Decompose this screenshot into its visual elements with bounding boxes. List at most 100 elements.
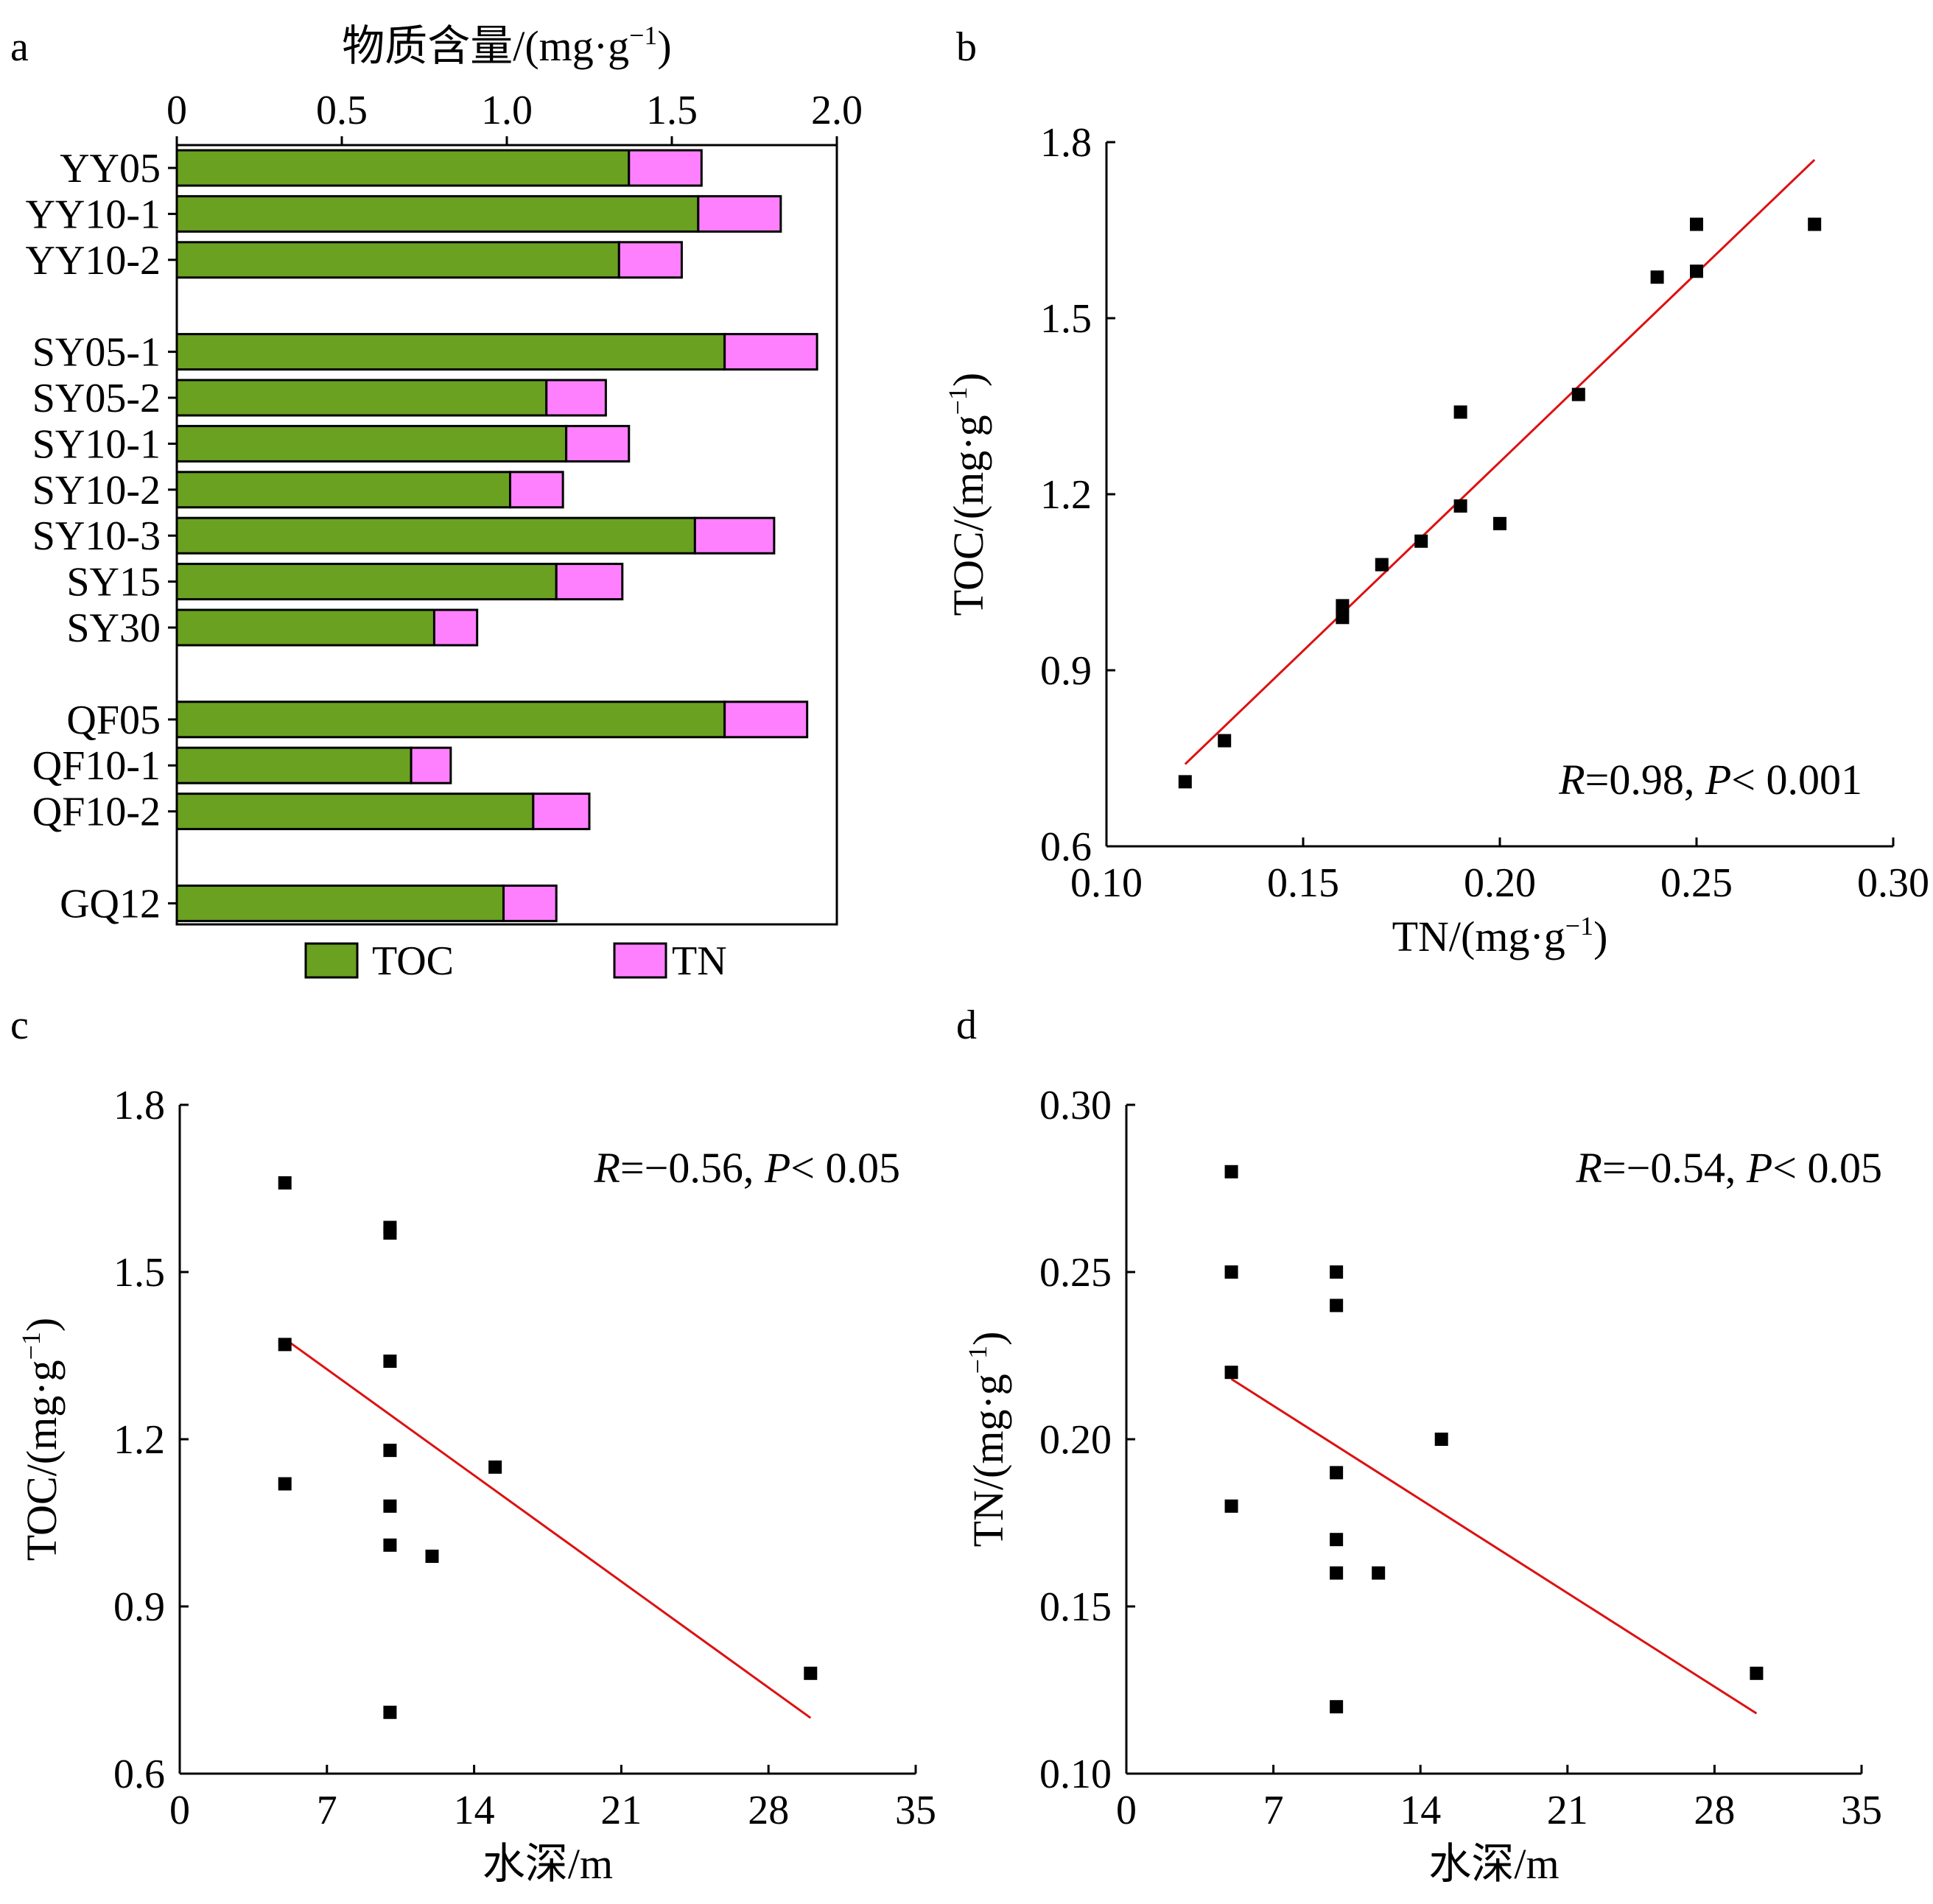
bar-tn-QF10-2 bbox=[532, 793, 591, 831]
bar-tn-SY10-2 bbox=[508, 471, 564, 509]
a-tick-label: 0 bbox=[166, 88, 187, 133]
d-x-tick-label: 28 bbox=[1694, 1788, 1735, 1833]
c-data-point bbox=[383, 1538, 397, 1552]
category-label: QF10-1 bbox=[32, 743, 161, 789]
legend-label-toc: TOC bbox=[372, 938, 454, 984]
c-y-tick-label: 1.5 bbox=[113, 1250, 165, 1296]
bar-toc-YY05 bbox=[175, 149, 631, 187]
bar-toc-YY10-1 bbox=[175, 194, 700, 233]
c-x-tick-label: 35 bbox=[895, 1788, 936, 1833]
d-y-axis-title: TN/(mg·g−1) bbox=[963, 1332, 1012, 1548]
panel-label-d: d bbox=[956, 1002, 977, 1048]
d-data-point bbox=[1372, 1566, 1386, 1580]
d-data-point bbox=[1330, 1466, 1344, 1480]
a-axis-title: 物质含量/(mg·g−1) bbox=[342, 21, 672, 70]
c-y-axis-title: TOC/(mg·g−1) bbox=[16, 1318, 66, 1561]
bar-tn-SY10-1 bbox=[565, 424, 631, 463]
bar-toc-SY05-2 bbox=[175, 379, 548, 417]
bar-tn-YY10-1 bbox=[697, 194, 782, 233]
b-y-tick-label: 1.2 bbox=[1040, 472, 1092, 518]
bar-toc-QF10-1 bbox=[175, 746, 413, 784]
b-x-tick-label: 0.30 bbox=[1857, 860, 1929, 906]
a-tick-label: 0.5 bbox=[316, 88, 368, 133]
bar-toc-QF05 bbox=[175, 700, 726, 739]
bar-tn-SY15 bbox=[555, 563, 624, 601]
legend-swatch-toc bbox=[304, 942, 359, 979]
b-stat-annotation: R=0.98, P< 0.001 bbox=[1558, 756, 1862, 804]
d-data-point bbox=[1224, 1265, 1238, 1279]
b-y-tick-label: 1.5 bbox=[1040, 296, 1092, 342]
c-stat-annotation: R=−0.56, P< 0.05 bbox=[593, 1144, 900, 1192]
b-data-point bbox=[1571, 387, 1585, 401]
b-data-point bbox=[1218, 734, 1232, 748]
bar-toc-SY15 bbox=[175, 563, 558, 601]
category-label: QF05 bbox=[66, 698, 161, 743]
c-data-point bbox=[383, 1444, 397, 1458]
category-label: QF10-2 bbox=[32, 790, 161, 835]
c-data-point bbox=[278, 1176, 292, 1190]
b-x-tick-label: 0.25 bbox=[1660, 860, 1733, 906]
c-x-tick-label: 7 bbox=[317, 1788, 337, 1833]
b-data-point bbox=[1336, 611, 1350, 625]
category-label: YY05 bbox=[60, 146, 161, 192]
b-data-point bbox=[1178, 775, 1192, 789]
bar-toc-SY10-1 bbox=[175, 424, 568, 463]
c-data-point bbox=[383, 1355, 397, 1369]
a-tick-label: 2.0 bbox=[811, 88, 863, 133]
b-data-point bbox=[1453, 499, 1467, 513]
d-x-tick-label: 21 bbox=[1547, 1788, 1588, 1833]
bar-tn-SY05-2 bbox=[545, 379, 607, 417]
d-y-tick-label: 0.25 bbox=[1039, 1250, 1112, 1296]
c-data-point bbox=[383, 1499, 397, 1513]
bar-tn-YY10-2 bbox=[617, 241, 683, 279]
category-label: SY05-2 bbox=[32, 376, 161, 421]
c-x-tick-label: 14 bbox=[454, 1788, 495, 1833]
bar-toc-SY10-3 bbox=[175, 516, 696, 555]
b-data-point bbox=[1493, 516, 1506, 530]
d-data-point bbox=[1224, 1164, 1238, 1178]
c-x-tick-label: 0 bbox=[169, 1788, 190, 1833]
panel-label-a: a bbox=[10, 24, 29, 70]
bar-tn-GQ12 bbox=[502, 884, 558, 922]
bar-tn-QF05 bbox=[723, 700, 809, 739]
bar-tn-SY05-1 bbox=[723, 333, 818, 371]
c-data-point bbox=[383, 1226, 397, 1240]
c-y-tick-label: 1.8 bbox=[113, 1083, 165, 1128]
c-y-tick-label: 1.2 bbox=[113, 1417, 165, 1463]
category-label: YY10-1 bbox=[25, 192, 161, 237]
d-x-axis-title: 水深/m bbox=[1428, 1840, 1559, 1888]
category-label: SY10-3 bbox=[32, 513, 161, 559]
bar-tn-QF10-1 bbox=[410, 746, 452, 784]
legend-swatch-tn bbox=[613, 942, 667, 979]
c-y-tick-label: 0.9 bbox=[113, 1584, 165, 1630]
bar-toc-SY05-1 bbox=[175, 333, 726, 371]
d-y-tick-label: 0.30 bbox=[1039, 1083, 1112, 1128]
b-data-point bbox=[1336, 599, 1350, 613]
legend-label-tn: TN bbox=[672, 938, 727, 984]
bar-toc-QF10-2 bbox=[175, 793, 535, 831]
b-y-tick-label: 1.8 bbox=[1040, 120, 1092, 166]
bar-tn-SY30 bbox=[432, 608, 479, 647]
panel-label-c: c bbox=[10, 1002, 29, 1048]
d-data-point bbox=[1434, 1433, 1448, 1446]
d-x-tick-label: 35 bbox=[1841, 1788, 1882, 1833]
b-x-axis-title: TN/(mg·g−1) bbox=[1392, 911, 1608, 960]
a-tick-label: 1.5 bbox=[646, 88, 698, 133]
category-label: GQ12 bbox=[60, 881, 161, 927]
d-stat-annotation: R=−0.54, P< 0.05 bbox=[1575, 1144, 1882, 1192]
bar-toc-YY10-2 bbox=[175, 241, 620, 279]
b-data-point bbox=[1650, 270, 1664, 284]
bar-toc-SY10-2 bbox=[175, 471, 511, 509]
d-data-point bbox=[1224, 1499, 1238, 1513]
b-data-point bbox=[1808, 217, 1822, 231]
b-x-tick-label: 0.20 bbox=[1464, 860, 1536, 906]
b-x-tick-label: 0.15 bbox=[1267, 860, 1339, 906]
c-data-point bbox=[425, 1549, 439, 1563]
d-x-tick-label: 7 bbox=[1263, 1788, 1284, 1833]
d-data-point bbox=[1330, 1700, 1344, 1714]
b-y-tick-label: 0.6 bbox=[1040, 824, 1092, 870]
b-data-point bbox=[1453, 405, 1467, 419]
b-data-point bbox=[1690, 264, 1703, 278]
c-x-tick-label: 21 bbox=[600, 1788, 642, 1833]
